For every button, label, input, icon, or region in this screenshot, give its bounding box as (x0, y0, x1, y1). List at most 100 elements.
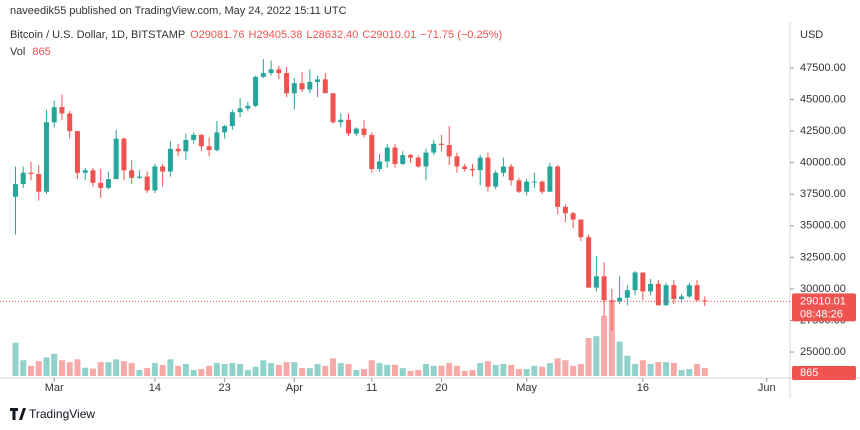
volume-bar (608, 301, 615, 376)
volume-bar (407, 370, 414, 376)
candle-body (400, 155, 406, 164)
volume-bar (570, 365, 577, 376)
candle-body (152, 166, 158, 191)
candle-body (229, 112, 235, 127)
volume-bar (686, 369, 693, 376)
x-tick-label: 20 (435, 382, 447, 394)
volume-bar (275, 364, 282, 376)
candle-body (686, 285, 692, 297)
volume-bar (283, 362, 290, 376)
volume-bar (422, 363, 429, 376)
x-tick-label: Jun (758, 382, 776, 394)
volume-bar (647, 363, 654, 376)
volume-bar (353, 369, 360, 376)
candle-body (98, 182, 104, 188)
candle-body (291, 83, 297, 94)
candle-body (640, 272, 646, 292)
volume-bar (291, 362, 298, 376)
volume-bar (453, 365, 460, 376)
volume-bar (58, 360, 65, 376)
volume-bar (314, 363, 321, 376)
candle-body (384, 147, 390, 162)
ohlc-value: L28632.40 (306, 29, 359, 41)
volume-bar (237, 363, 244, 376)
candle-body (206, 146, 212, 151)
candle-body (105, 179, 111, 188)
volume-bar (330, 358, 337, 376)
candle-body (214, 132, 220, 151)
candle-body (322, 79, 328, 94)
volume-bar (376, 363, 383, 376)
candle-body (539, 181, 545, 192)
volume-bar (206, 365, 213, 376)
candle-body (353, 128, 359, 134)
volume-bar (678, 369, 685, 376)
candle-body (129, 170, 135, 178)
volume-bar (151, 363, 158, 376)
y-tick-label: 32500.00 (800, 251, 846, 263)
candle-body (694, 285, 700, 301)
logo (10, 408, 26, 420)
currency-label: USD (800, 29, 823, 41)
volume-bar (105, 362, 112, 376)
volume-bar (593, 336, 600, 376)
volume-bar (361, 369, 368, 376)
volume-bar (601, 315, 608, 376)
candle-body (198, 134, 204, 147)
volume-bar (492, 364, 499, 376)
candle-body (438, 143, 444, 146)
candle-body (369, 134, 375, 169)
candle-body (671, 285, 677, 300)
candle-body (59, 107, 65, 114)
candle-body (36, 174, 42, 192)
volume-bar (430, 365, 437, 376)
volume-bar (175, 365, 182, 376)
y-tick-label: 25000.00 (800, 346, 846, 358)
candle-body (237, 108, 243, 113)
candle-body (648, 283, 654, 292)
countdown: 08:48:26 (800, 308, 843, 320)
candle-body (454, 156, 460, 167)
candle-body (74, 131, 80, 173)
volume-bar (252, 366, 259, 376)
candle-body (361, 128, 367, 135)
volume-bar (539, 366, 546, 376)
volume-bar (27, 365, 34, 376)
y-tick-label: 35000.00 (800, 220, 846, 232)
volume-bar (229, 363, 236, 376)
ohlc-value: O29081.76 (190, 29, 245, 41)
volume-bar (531, 365, 538, 376)
candle-body (562, 206, 568, 214)
ohlc-value: H29405.38 (248, 29, 303, 41)
candle-body (555, 166, 561, 207)
candle-body (315, 79, 321, 82)
volume-bar (639, 360, 646, 376)
candle-body (617, 297, 623, 302)
candle-body (415, 157, 421, 167)
volume-last: 865 (32, 46, 51, 58)
volume-bar (120, 361, 127, 376)
candle-body (253, 76, 259, 106)
candle-body (51, 107, 57, 123)
volume-bar (577, 363, 584, 376)
volume-bar (624, 355, 631, 376)
volume-bar (12, 342, 19, 376)
candle-body (175, 148, 181, 152)
volume-bar (616, 341, 623, 376)
candle-body (407, 155, 413, 158)
x-tick-label: 23 (218, 382, 230, 394)
candle-body (547, 166, 553, 192)
candle-body (493, 172, 499, 187)
volume-bar (515, 369, 522, 376)
volume-bar (190, 369, 197, 376)
candle-body (222, 126, 228, 133)
candle-body (276, 69, 282, 74)
volume-bar (694, 363, 701, 376)
volume-bar (554, 358, 561, 376)
volume-bar (20, 360, 27, 376)
candle-body (601, 276, 607, 301)
volume-bar (546, 363, 553, 376)
candle-body (524, 181, 530, 192)
candle-body (299, 83, 305, 90)
candle-body (307, 81, 313, 90)
